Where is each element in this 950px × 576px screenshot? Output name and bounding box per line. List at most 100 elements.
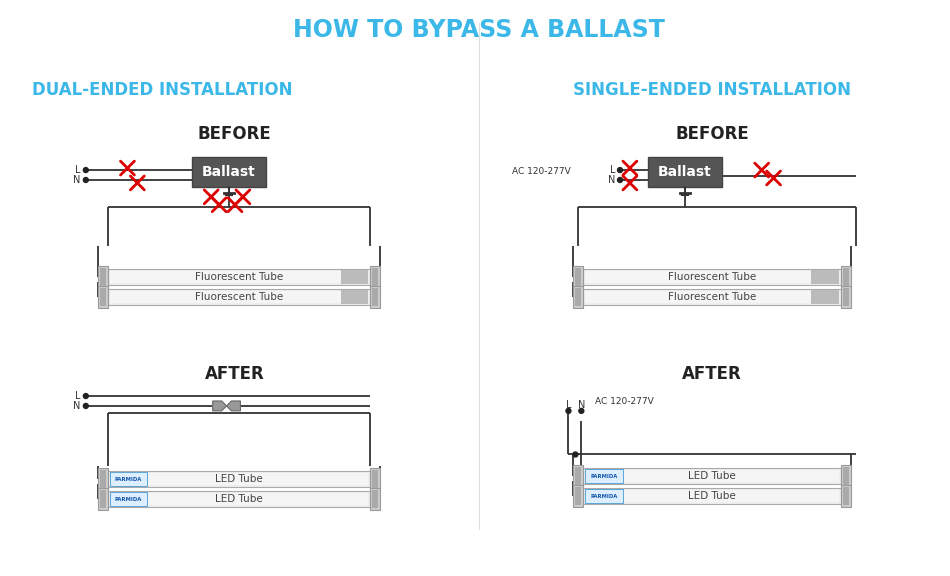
Polygon shape	[226, 401, 240, 411]
Text: Fluorescent Tube: Fluorescent Tube	[668, 272, 756, 282]
Text: L: L	[610, 165, 615, 175]
Text: LED Tube: LED Tube	[215, 474, 263, 484]
Bar	[583, 269, 841, 285]
Text: N: N	[608, 175, 615, 185]
Bar	[843, 288, 849, 306]
Circle shape	[84, 168, 88, 173]
Bar	[843, 467, 849, 485]
Text: BEFORE: BEFORE	[198, 126, 272, 143]
Text: DUAL-ENDED INSTALLATION: DUAL-ENDED INSTALLATION	[32, 81, 293, 99]
Bar	[574, 485, 583, 507]
Bar	[107, 269, 371, 285]
Bar	[811, 270, 839, 284]
Text: AC 120-277V: AC 120-277V	[596, 397, 654, 407]
Circle shape	[84, 403, 88, 408]
Text: LED Tube: LED Tube	[215, 494, 263, 504]
Bar	[843, 487, 849, 505]
Bar	[841, 485, 851, 507]
Bar	[98, 266, 107, 288]
Text: LED Tube: LED Tube	[689, 471, 736, 482]
Bar	[98, 286, 107, 308]
Bar	[811, 290, 839, 304]
Text: Fluorescent Tube: Fluorescent Tube	[195, 292, 283, 302]
Bar	[370, 468, 380, 490]
Circle shape	[84, 393, 88, 399]
Bar	[109, 472, 147, 486]
Bar	[576, 467, 581, 485]
Bar	[648, 157, 722, 187]
Bar	[98, 468, 107, 490]
Bar	[107, 491, 371, 507]
Text: N: N	[73, 175, 81, 185]
Text: AFTER: AFTER	[204, 365, 264, 383]
Circle shape	[573, 452, 578, 457]
Bar	[585, 489, 623, 503]
Bar	[109, 493, 369, 505]
Bar	[370, 488, 380, 510]
Text: L: L	[565, 400, 571, 410]
Text: PARMIDA: PARMIDA	[115, 497, 142, 502]
Text: HOW TO BYPASS A BALLAST: HOW TO BYPASS A BALLAST	[294, 18, 665, 42]
Bar	[585, 471, 839, 482]
Circle shape	[84, 177, 88, 183]
Bar	[340, 290, 369, 304]
Bar	[574, 465, 583, 487]
Bar	[109, 291, 369, 303]
Bar	[107, 289, 371, 305]
Polygon shape	[213, 401, 226, 411]
Bar	[576, 268, 581, 286]
Bar	[370, 286, 380, 308]
Bar	[585, 490, 839, 502]
Bar	[109, 473, 369, 485]
Bar	[576, 487, 581, 505]
Circle shape	[618, 168, 622, 173]
Text: PARMIDA: PARMIDA	[591, 494, 618, 499]
Bar	[372, 288, 378, 306]
Bar	[841, 286, 851, 308]
Text: SINGLE-ENDED INSTALLATION: SINGLE-ENDED INSTALLATION	[573, 81, 851, 99]
Bar	[100, 471, 105, 488]
Bar	[841, 465, 851, 487]
Text: N: N	[578, 400, 585, 410]
Text: BEFORE: BEFORE	[675, 126, 749, 143]
Text: Fluorescent Tube: Fluorescent Tube	[668, 292, 756, 302]
Bar	[100, 268, 105, 286]
Circle shape	[566, 408, 571, 414]
Bar	[109, 492, 147, 506]
Bar	[192, 157, 266, 187]
Text: AC 120-277V: AC 120-277V	[512, 166, 571, 176]
Text: LED Tube: LED Tube	[689, 491, 736, 501]
Text: PARMIDA: PARMIDA	[115, 477, 142, 482]
Bar	[98, 488, 107, 510]
Text: Fluorescent Tube: Fluorescent Tube	[195, 272, 283, 282]
Text: N: N	[73, 401, 81, 411]
Bar	[340, 270, 369, 284]
Bar	[585, 291, 839, 303]
Bar	[372, 471, 378, 488]
Text: Ballast: Ballast	[202, 165, 256, 179]
Text: PARMIDA: PARMIDA	[591, 474, 618, 479]
Bar	[574, 266, 583, 288]
Bar	[107, 471, 371, 487]
Bar	[585, 271, 839, 283]
Circle shape	[579, 408, 584, 414]
Text: L: L	[75, 165, 81, 175]
Bar	[576, 288, 581, 306]
Text: AFTER: AFTER	[682, 365, 742, 383]
Bar	[583, 289, 841, 305]
Bar	[843, 268, 849, 286]
Bar	[583, 468, 841, 484]
Bar	[841, 266, 851, 288]
Circle shape	[618, 177, 622, 183]
Text: L: L	[75, 391, 81, 401]
Bar	[583, 488, 841, 504]
Bar	[109, 271, 369, 283]
Bar	[372, 268, 378, 286]
Bar	[100, 288, 105, 306]
Bar	[370, 266, 380, 288]
Bar	[574, 286, 583, 308]
Bar	[585, 469, 623, 483]
Bar	[372, 490, 378, 508]
Text: Ballast: Ballast	[658, 165, 712, 179]
Bar	[100, 490, 105, 508]
